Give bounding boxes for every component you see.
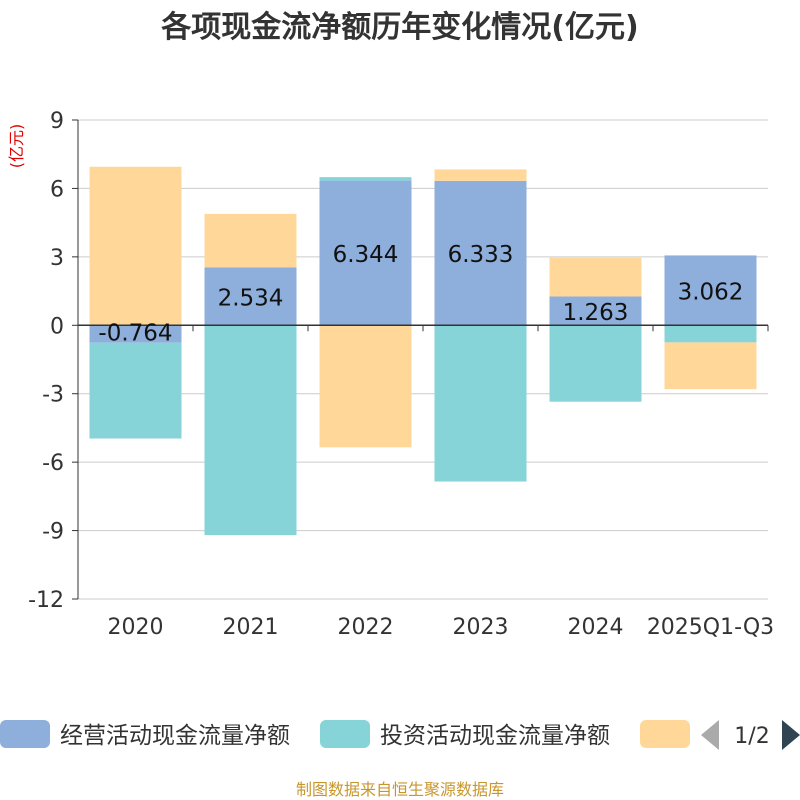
bar-series-2	[434, 325, 527, 482]
x-tick-label: 2024	[568, 615, 624, 640]
data-label: -0.764	[98, 320, 172, 346]
x-tick-label: 2023	[453, 615, 509, 640]
y-tick-label: -3	[42, 383, 64, 408]
y-tick-label: -6	[42, 451, 64, 476]
legend-swatch	[0, 720, 50, 748]
bar-series-3	[204, 213, 297, 268]
legend-label: 投资活动现金流量净额	[380, 723, 610, 749]
y-axis-unit: (亿元)	[7, 124, 26, 169]
bar-series-3	[549, 257, 642, 297]
legend-prev-page-icon[interactable]	[701, 720, 719, 750]
bar-series-1	[319, 180, 412, 326]
y-tick-label: 3	[50, 246, 64, 271]
bar-series-1	[204, 267, 297, 326]
x-tick-label: 2022	[338, 615, 394, 640]
legend-label: 经营活动现金流量净额	[60, 723, 290, 749]
bar-series-3	[434, 169, 527, 181]
bar-series-3	[664, 342, 757, 390]
legend: 经营活动现金流量净额 投资活动现金流量净额 1/2	[0, 720, 800, 750]
y-tick-label: -9	[42, 520, 64, 545]
bar-series-1	[434, 180, 527, 326]
y-tick-label: 0	[50, 314, 64, 339]
x-tick-label: 2021	[223, 615, 279, 640]
data-label: 3.062	[678, 279, 744, 305]
bars	[89, 166, 757, 536]
axes: 9 6 3 0 -3 -6 -9 -12 2020 2021 2022 2023 2024 2025Q1-…	[28, 109, 774, 640]
bar-series-2	[204, 325, 297, 536]
bar-series-1	[664, 255, 757, 326]
bar-series-3	[89, 166, 182, 326]
bar-series-2	[319, 177, 412, 181]
data-label: 6.333	[448, 242, 514, 268]
x-tick-label: 2025Q1-Q3	[647, 615, 774, 640]
data-labels: -0.764 2.534 6.344 6.333 1.263 3.062	[98, 242, 743, 346]
legend-page-indicator: 1/2	[734, 724, 769, 749]
bar-series-2	[89, 342, 182, 439]
legend-next-page-icon[interactable]	[782, 720, 800, 750]
y-tick-label: 9	[50, 109, 64, 134]
bar-series-1	[549, 296, 642, 326]
bar-series-1	[89, 325, 182, 343]
legend-swatch	[640, 720, 690, 748]
x-tick-label: 2020	[108, 615, 164, 640]
bar-series-2	[549, 325, 642, 402]
y-tick-label: 6	[50, 177, 64, 202]
chart-title: 各项现金流净额历年变化情况(亿元)	[160, 10, 638, 45]
data-label: 2.534	[218, 285, 284, 311]
source-note: 制图数据来自恒生聚源数据库	[296, 780, 504, 799]
y-tick-label: -12	[28, 588, 64, 613]
data-label: 1.263	[563, 300, 629, 326]
data-label: 6.344	[333, 242, 399, 268]
bar-series-2	[664, 325, 757, 343]
legend-swatch	[320, 720, 370, 748]
bar-series-3	[319, 325, 412, 448]
grid-lines	[78, 119, 768, 600]
